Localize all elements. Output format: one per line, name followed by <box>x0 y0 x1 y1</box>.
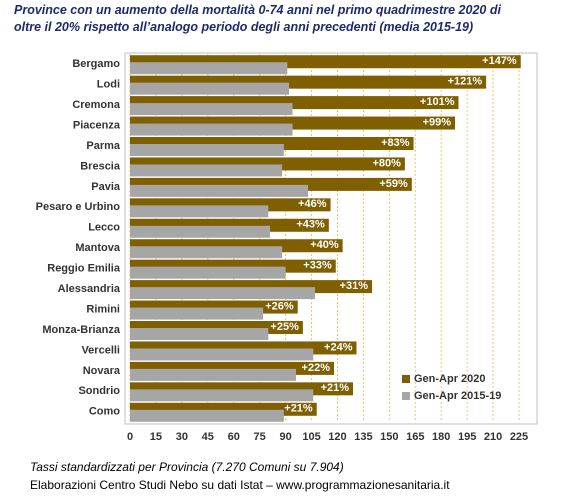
bar <box>130 348 314 361</box>
data-label: +25% <box>270 321 299 333</box>
x-tick-label: 135 <box>354 431 372 443</box>
data-label: +99% <box>423 116 452 128</box>
chart-title: Province con un aumento della mortalità … <box>14 3 501 34</box>
x-tick-label: 105 <box>302 431 320 443</box>
bar <box>130 225 271 238</box>
legend-swatch <box>402 375 410 383</box>
y-tick-label: Lecco <box>88 222 120 234</box>
plot-frame <box>124 52 538 425</box>
legend-label: Gen-Apr 2020 <box>414 373 486 385</box>
legend-label: Gen-Apr 2015-19 <box>414 390 501 402</box>
data-label: +26% <box>265 300 294 312</box>
data-label: +22% <box>302 362 331 374</box>
bar <box>130 123 293 136</box>
bar <box>130 62 288 75</box>
bar <box>130 164 283 177</box>
x-tick-label: 30 <box>176 431 188 443</box>
y-tick-label: Cremona <box>72 99 121 111</box>
data-label: +40% <box>310 239 339 251</box>
legend-swatch <box>402 392 410 400</box>
x-tick-label: 180 <box>432 431 450 443</box>
y-tick-label: Alessandria <box>58 283 121 295</box>
x-tick-label: 120 <box>328 431 346 443</box>
y-tick-label: Parma <box>86 140 121 152</box>
y-tick-label: Vercelli <box>81 344 120 356</box>
bar <box>130 205 269 218</box>
data-label: +83% <box>381 137 410 149</box>
y-tick-label: Monza-Brianza <box>42 324 121 336</box>
x-tick-label: 75 <box>254 431 266 443</box>
data-label: +147% <box>482 55 517 67</box>
data-label: +59% <box>379 178 408 190</box>
x-tick-label: 165 <box>406 431 424 443</box>
bar <box>130 184 309 197</box>
footnote: Tassi standardizzati per Provincia (7.27… <box>30 460 344 474</box>
x-tick-label: 60 <box>228 431 240 443</box>
data-label: +101% <box>420 96 455 108</box>
bar <box>130 328 269 340</box>
bar <box>130 409 284 422</box>
x-tick-label: 0 <box>127 431 133 443</box>
bar <box>130 307 264 320</box>
data-label: +46% <box>298 198 327 210</box>
y-tick-label: Pavia <box>91 181 121 193</box>
bar <box>130 144 284 156</box>
x-tick-label: 210 <box>484 431 502 443</box>
y-tick-label: Lodi <box>97 79 120 91</box>
x-tick-label: 225 <box>510 431 528 443</box>
bar <box>130 246 283 259</box>
footnote: Elaborazioni Centro Studi Nebo su dati I… <box>30 478 450 492</box>
bar <box>130 389 314 402</box>
data-label: +24% <box>324 341 353 353</box>
x-tick-label: 45 <box>202 431 214 443</box>
bar <box>130 266 286 279</box>
x-tick-label: 90 <box>279 431 291 443</box>
y-tick-label: Novara <box>83 365 121 377</box>
data-label: +80% <box>372 157 401 169</box>
bar <box>130 368 296 381</box>
y-tick-label: Pesaro e Urbino <box>36 201 121 213</box>
y-tick-label: Como <box>89 406 120 418</box>
y-tick-label: Mantova <box>75 242 121 254</box>
bar <box>130 82 290 95</box>
data-label: +121% <box>448 76 483 88</box>
data-label: +43% <box>296 219 325 231</box>
data-label: +31% <box>340 280 369 292</box>
y-tick-label: Bergamo <box>72 58 120 70</box>
x-tick-label: 15 <box>150 431 162 443</box>
y-tick-label: Brescia <box>80 160 121 172</box>
bar <box>130 103 293 116</box>
y-tick-label: Sondrio <box>78 385 120 397</box>
data-label: +21% <box>284 403 313 415</box>
y-tick-label: Reggio Emilia <box>47 263 121 275</box>
data-label: +33% <box>303 260 332 272</box>
y-tick-label: Rimini <box>86 303 120 315</box>
data-label: +21% <box>321 382 350 394</box>
y-tick-label: Piacenza <box>73 119 121 131</box>
x-tick-label: 150 <box>380 431 398 443</box>
x-tick-label: 195 <box>458 431 476 443</box>
bar <box>130 287 315 300</box>
